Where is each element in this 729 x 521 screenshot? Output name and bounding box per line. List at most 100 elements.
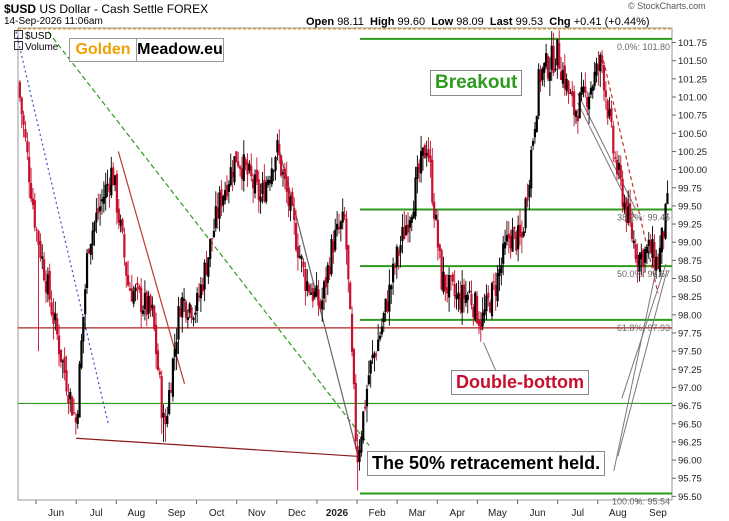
y-tick-label: 98.50	[678, 274, 702, 285]
candle-body	[500, 264, 503, 273]
candle-body	[442, 271, 445, 293]
candle-body	[134, 287, 137, 292]
candle-body	[567, 81, 570, 94]
x-tick-label: Dec	[288, 508, 306, 519]
x-tick-label: 2026	[326, 508, 349, 519]
candle-body	[446, 287, 449, 294]
candle-body	[188, 303, 191, 313]
y-tick-label: 96.75	[678, 401, 702, 412]
candle-body	[347, 245, 350, 280]
candle-body	[115, 173, 119, 213]
candle-body	[274, 157, 277, 171]
trendline	[117, 151, 186, 384]
candle-body	[336, 223, 339, 230]
candle-body	[306, 281, 309, 291]
candle-body	[352, 349, 356, 385]
candle-body	[127, 275, 130, 286]
candle-body	[617, 163, 621, 170]
candle-body	[550, 45, 553, 70]
chart-grid	[17, 27, 673, 501]
candle-body	[97, 207, 100, 214]
y-tick-label: 97.75	[678, 328, 702, 339]
candle-body	[278, 143, 281, 156]
y-tick-label: 101.75	[678, 38, 707, 49]
candle-body	[95, 212, 98, 223]
candle-body	[46, 274, 49, 295]
candle-body	[656, 257, 660, 269]
candle-body	[401, 226, 404, 242]
candle-body	[128, 288, 132, 291]
candle-body	[69, 392, 72, 400]
candle-body	[132, 291, 135, 304]
candle-body	[440, 250, 443, 290]
candle-body	[158, 371, 161, 375]
candle-body	[533, 128, 537, 138]
candle-body	[548, 72, 551, 81]
candle-body	[334, 229, 337, 251]
candle-body	[653, 241, 656, 269]
candle-body	[350, 313, 354, 352]
candle-body	[539, 70, 542, 82]
candle-body	[181, 297, 184, 318]
candle-body	[390, 285, 393, 290]
candlesticks	[18, 30, 669, 491]
candle-body	[511, 229, 514, 252]
candle-body	[621, 178, 624, 207]
x-tick-label: Jul	[571, 508, 584, 519]
candle-body	[283, 168, 286, 179]
candle-body	[246, 162, 249, 175]
candle-body	[214, 206, 217, 228]
candle-body	[399, 245, 402, 253]
candle-body	[466, 294, 469, 301]
candle-body	[248, 163, 251, 171]
candle-body	[380, 326, 384, 335]
candle-body	[487, 292, 490, 299]
high-value: 99.60	[397, 16, 426, 28]
fib-level-label: 38.2%: 99.45	[617, 213, 670, 223]
ohlc-readout: Open 98.11 High 99.60 Low 98.09 Last 99.…	[306, 16, 650, 28]
y-tick-label: 101.00	[678, 92, 707, 103]
candle-body	[591, 86, 594, 91]
x-tick-label: Nov	[248, 508, 266, 519]
candle-body	[655, 256, 658, 271]
candle-body	[199, 284, 202, 299]
candle-body	[455, 295, 458, 299]
candle-body	[140, 287, 143, 313]
candle-body	[255, 169, 258, 182]
candle-body	[619, 165, 622, 179]
candle-body	[447, 274, 451, 298]
candle-body	[33, 200, 36, 228]
candle-body	[225, 185, 229, 197]
annotation-retracement: The 50% retracement held.	[367, 451, 606, 476]
x-tick-label: Jul	[90, 508, 103, 519]
candle-body	[201, 284, 204, 292]
candle-body	[130, 288, 133, 302]
annotation-pointer	[621, 263, 667, 399]
y-tick-label: 101.50	[678, 56, 707, 67]
x-tick-label: Aug	[609, 508, 627, 519]
candle-body	[647, 239, 650, 247]
trendline	[15, 31, 109, 424]
candle-body	[147, 296, 150, 314]
fib-level-label: 100.0%: 95.54	[612, 496, 670, 506]
candle-body	[479, 321, 482, 330]
candle-body	[28, 156, 31, 183]
candle-body	[597, 64, 600, 70]
x-tick-label: Apr	[450, 508, 466, 519]
candle-body	[485, 295, 488, 312]
y-tick-label: 99.00	[678, 238, 702, 249]
candle-body	[108, 185, 111, 192]
candle-body	[505, 235, 509, 242]
open-value: 98.11	[337, 16, 364, 28]
candle-body	[643, 249, 647, 263]
legend-price-label: $USD	[25, 31, 52, 42]
candle-body	[138, 285, 141, 290]
candle-body	[175, 341, 178, 355]
candle-body	[309, 292, 313, 295]
candle-body	[492, 281, 495, 283]
candle-body	[427, 149, 430, 158]
candle-body	[61, 360, 64, 363]
candle-body	[418, 163, 421, 173]
candle-body	[59, 349, 63, 362]
candle-body	[634, 244, 637, 260]
